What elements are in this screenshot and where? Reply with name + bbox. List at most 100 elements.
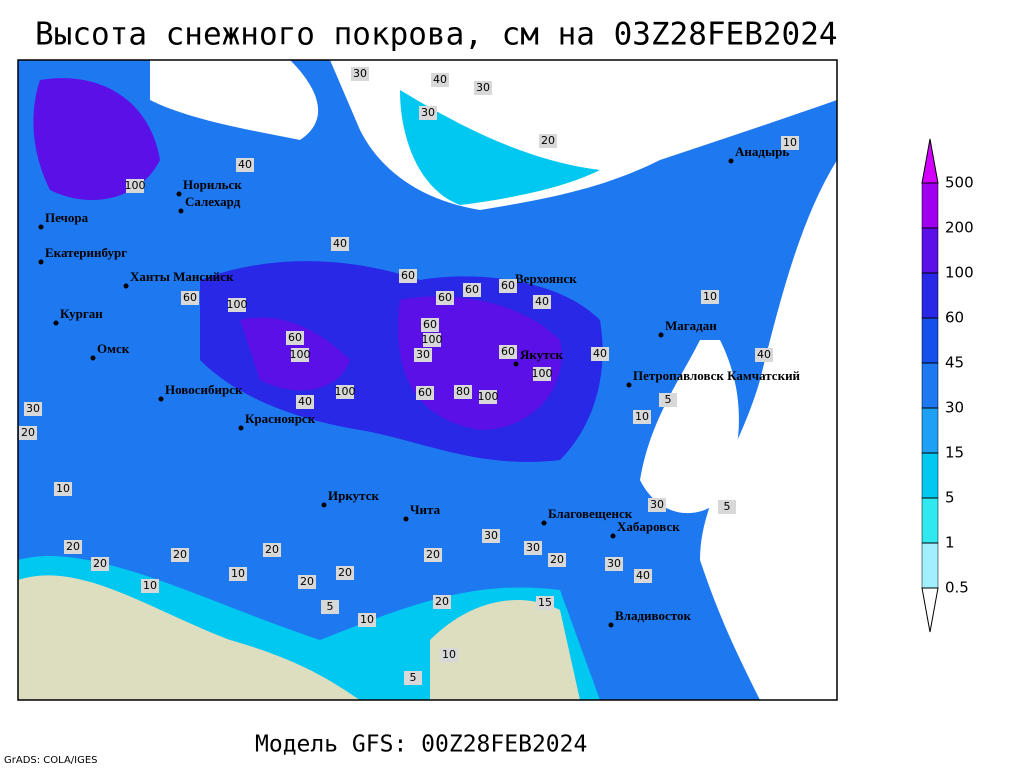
title: Высота снежного покрова, см на 03Z28FEB2… bbox=[35, 17, 838, 53]
contour-label-box bbox=[351, 67, 369, 81]
contour-label: 60 bbox=[183, 291, 197, 304]
bare-land bbox=[18, 575, 360, 700]
contour-label-box bbox=[421, 318, 439, 332]
contour-label-box bbox=[440, 648, 458, 662]
contour-label-box bbox=[524, 541, 542, 555]
contour-label: 100 bbox=[290, 348, 311, 361]
colorbar-label: 45 bbox=[945, 354, 964, 372]
contour-label-box bbox=[171, 548, 189, 562]
bare-land bbox=[430, 600, 580, 700]
contour-label-box bbox=[423, 333, 441, 347]
colorbar-segment bbox=[921, 497, 939, 544]
contour-label-box bbox=[64, 540, 82, 554]
contour-label-box bbox=[236, 158, 254, 172]
contour-label-box bbox=[291, 348, 309, 362]
contour-label-box bbox=[755, 348, 773, 362]
contour-label: 5 bbox=[724, 500, 731, 513]
city-dot bbox=[178, 208, 184, 214]
city-label: Владивосток bbox=[615, 608, 691, 623]
contour-label: 20 bbox=[435, 595, 449, 608]
contour-label-box bbox=[404, 671, 422, 685]
contour-label: 20 bbox=[426, 548, 440, 561]
contour-label-box bbox=[181, 291, 199, 305]
contour-label: 20 bbox=[66, 540, 80, 553]
contour-label-box bbox=[91, 557, 109, 571]
contour-label-box bbox=[358, 613, 376, 627]
contour-label: 60 bbox=[465, 283, 479, 296]
city-dot bbox=[513, 361, 519, 367]
contour-label: 100 bbox=[532, 367, 553, 380]
contour-label-box bbox=[331, 237, 349, 251]
contour-label: 10 bbox=[635, 410, 649, 423]
city-label: Омск bbox=[97, 341, 130, 356]
contour-label-box bbox=[436, 291, 454, 305]
contour-label-box bbox=[454, 385, 472, 399]
colorbar-label: 200 bbox=[945, 219, 974, 237]
colorbar-label: 30 bbox=[945, 399, 964, 417]
contour-label: 60 bbox=[401, 269, 415, 282]
contour-label-box bbox=[433, 595, 451, 609]
colorbar-label: 500 bbox=[945, 174, 974, 192]
contour-label: 30 bbox=[476, 81, 490, 94]
city-label: Магадан bbox=[665, 318, 717, 333]
okhotsk-sea bbox=[640, 340, 739, 514]
colorbar-segment bbox=[921, 182, 939, 229]
city-dot bbox=[626, 382, 632, 388]
colorbar-segment bbox=[921, 407, 939, 454]
contour-label-box bbox=[539, 134, 557, 148]
contour-label-box bbox=[141, 579, 159, 593]
colorbar-segment bbox=[921, 227, 939, 274]
city-label: Салехард bbox=[185, 194, 241, 209]
contour-label-box bbox=[701, 290, 719, 304]
contour-label: 30 bbox=[607, 557, 621, 570]
colorbar-segment bbox=[921, 272, 939, 319]
contour-label-box bbox=[126, 179, 144, 193]
contour-label-box bbox=[336, 566, 354, 580]
contour-label: 20 bbox=[21, 426, 35, 439]
sea-ice bbox=[400, 90, 600, 205]
map-labels: Норильск Салехард Печора ЕкатеринбургХанты … bbox=[19, 67, 801, 685]
contour-label: 5 bbox=[665, 393, 672, 406]
contour-label-box bbox=[336, 385, 354, 399]
contour-label: 60 bbox=[418, 386, 432, 399]
contour-label: 10 bbox=[231, 567, 245, 580]
colorbar-end bbox=[921, 138, 939, 184]
contour-label: 30 bbox=[26, 402, 40, 415]
contour-label-box bbox=[286, 331, 304, 345]
contour-label-box bbox=[591, 347, 609, 361]
contour-label-box bbox=[431, 73, 449, 87]
city-dot bbox=[403, 516, 409, 522]
colorbar-label: 0.5 bbox=[945, 579, 969, 597]
contour-label-box bbox=[419, 106, 437, 120]
contour-label: 100 bbox=[422, 333, 443, 346]
contour-label: 80 bbox=[456, 385, 470, 398]
contour-label-box bbox=[633, 410, 651, 424]
city-dot bbox=[123, 283, 129, 289]
map bbox=[18, 60, 837, 700]
city-dot bbox=[38, 259, 44, 265]
contour-label-box bbox=[424, 548, 442, 562]
contour-label-box bbox=[548, 553, 566, 567]
city-dot bbox=[238, 425, 244, 431]
city-dot bbox=[541, 520, 547, 526]
contour-label-box bbox=[659, 393, 677, 407]
contour-label: 30 bbox=[353, 67, 367, 80]
city-dot bbox=[53, 320, 59, 326]
contour-label: 60 bbox=[501, 345, 515, 358]
contour-label-box bbox=[463, 283, 481, 297]
contour-label-box bbox=[399, 269, 417, 283]
contour-label-box bbox=[474, 81, 492, 95]
city-label: Чита bbox=[410, 502, 441, 517]
contour-label: 30 bbox=[484, 529, 498, 542]
city-label: Иркутск bbox=[328, 488, 379, 503]
colorbar-label: 100 bbox=[945, 264, 974, 282]
colorbar-segment bbox=[921, 317, 939, 364]
city-label: Новосибирск bbox=[165, 382, 243, 397]
contour-label: 30 bbox=[416, 348, 430, 361]
contour-label-box bbox=[24, 402, 42, 416]
map-frame bbox=[17, 59, 838, 701]
contour-label: 100 bbox=[125, 179, 146, 192]
contour-label: 30 bbox=[650, 498, 664, 511]
city-label: Екатеринбург bbox=[45, 245, 127, 260]
